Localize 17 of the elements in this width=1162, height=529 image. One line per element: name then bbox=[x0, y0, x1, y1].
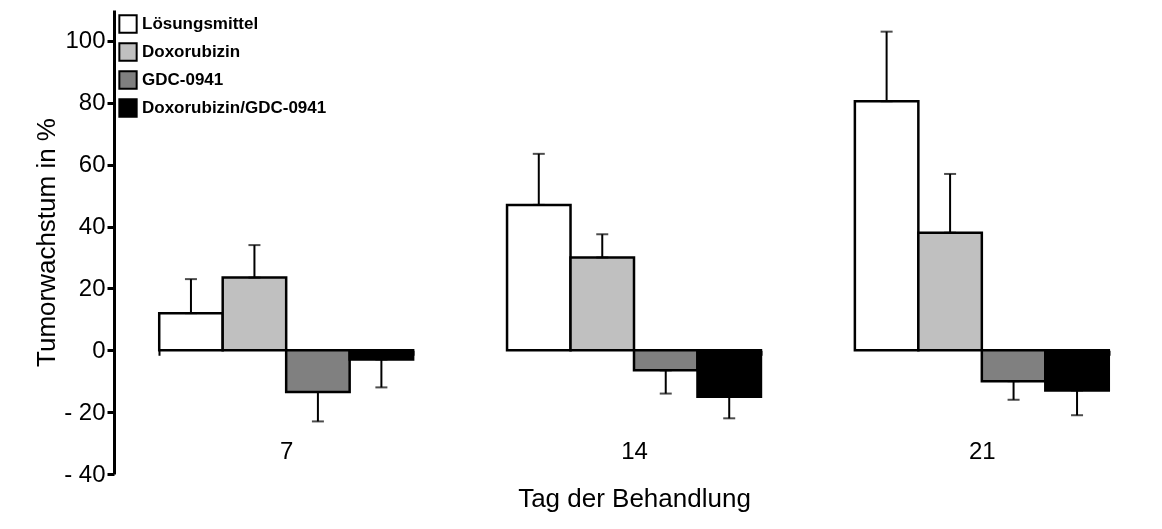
y-axis-title: Tumorwachstum in % bbox=[31, 118, 62, 367]
x-axis-title: Tag der Behandlung bbox=[518, 482, 751, 513]
y-tick-label: 20 bbox=[78, 273, 106, 301]
legend-label: Lösungsmittel bbox=[142, 14, 259, 33]
y-tick-label: - 20 bbox=[64, 397, 106, 425]
x-tick-label: 7 bbox=[279, 436, 294, 464]
y-tick-label: - 40 bbox=[64, 459, 106, 487]
y-tick-label: 60 bbox=[78, 150, 106, 178]
legend-label: Doxorubizin/GDC-0941 bbox=[142, 98, 327, 117]
y-tick-label: 0 bbox=[92, 335, 106, 363]
x-tick-label: 21 bbox=[968, 436, 996, 464]
legend-label: Doxorubizin bbox=[142, 42, 241, 61]
x-tick-label: 14 bbox=[621, 436, 648, 464]
y-tick-label: 100 bbox=[65, 26, 106, 54]
y-tick-label: 80 bbox=[78, 88, 106, 116]
y-tick-label: 40 bbox=[78, 212, 106, 240]
legend-label: GDC-0941 bbox=[142, 70, 224, 89]
